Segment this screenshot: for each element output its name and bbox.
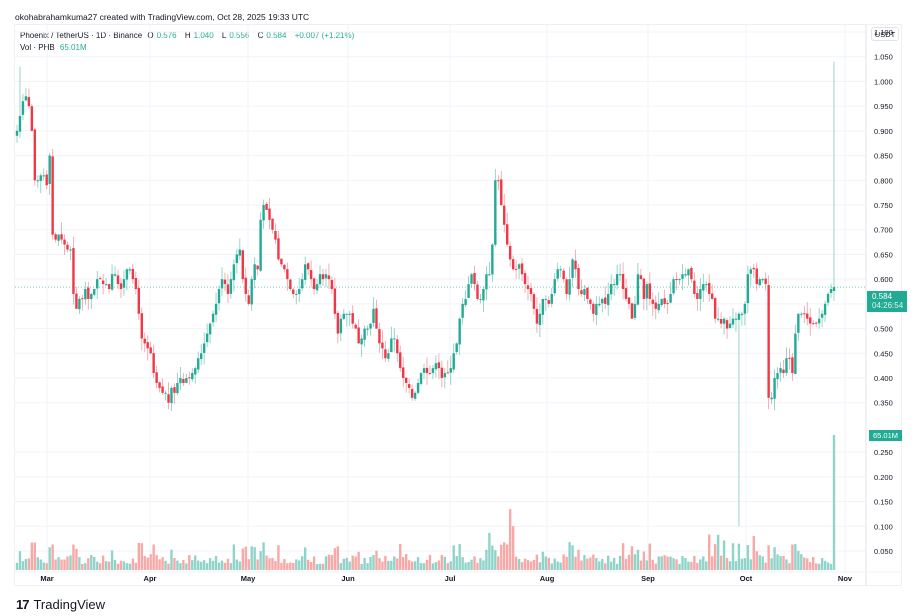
price-tick: 1.050 (874, 53, 893, 62)
price-tick: 0.250 (874, 448, 893, 457)
price-tick: 0.950 (874, 102, 893, 111)
price-tick: 1.100 (874, 28, 893, 37)
price-tick: 0.800 (874, 176, 893, 185)
symbol-label[interactable]: Phoenix / TetherUS · 1D · Binance (20, 31, 143, 40)
price-tick: 0.850 (874, 152, 893, 161)
month-tick: Sep (641, 574, 655, 583)
price-tick: 0.500 (874, 325, 893, 334)
month-tick: Jul (445, 574, 456, 583)
price-tick: 0.400 (874, 374, 893, 383)
volume-value: 65.01M (59, 43, 87, 52)
price-tick: 0.700 (874, 226, 893, 235)
volume-label[interactable]: Vol · PHB (20, 43, 55, 52)
bar-countdown: 04:26:54 (872, 301, 904, 310)
month-tick: Nov (838, 574, 853, 583)
tradingview-logo-icon: 17 (16, 597, 30, 612)
brand-name: TradingView (33, 597, 106, 612)
price-tick: 0.350 (874, 399, 893, 408)
last-price-tag: 0.584 04:26:54 (867, 291, 907, 312)
price-tick: 0.100 (874, 522, 893, 531)
month-tick: Aug (540, 574, 555, 583)
price-tick: 0.150 (874, 498, 893, 507)
volume-tag: 65.01M (869, 430, 902, 441)
chart-credit: okohabrahamkuma27 created with TradingVi… (15, 12, 310, 22)
price-tick: 0.050 (874, 547, 893, 556)
month-tick: May (241, 574, 256, 583)
low-label: L 0.556 (221, 31, 250, 40)
high-label: H 1.040 (184, 31, 214, 40)
currency-unit-button[interactable]: USDT (871, 27, 899, 41)
price-tick: 0.750 (874, 201, 893, 210)
last-price: 0.584 (872, 292, 893, 301)
month-tick: Oct (740, 574, 753, 583)
month-tick: Jun (341, 574, 355, 583)
price-tick: 0.200 (874, 473, 893, 482)
price-tick: 0.900 (874, 127, 893, 136)
price-tick: 0.600 (874, 275, 893, 284)
price-tick: 0.650 (874, 250, 893, 259)
change-value: +0.007 (+1.21%) (294, 31, 355, 40)
volume-row: Vol · PHB 65.01M (20, 42, 357, 54)
price-tick: 1.000 (874, 77, 893, 86)
price-tick: 0.450 (874, 349, 893, 358)
close-label: C 0.584 (257, 31, 287, 40)
tradingview-logo[interactable]: 17 TradingView (16, 597, 105, 612)
month-tick: Mar (40, 574, 53, 583)
month-tick: Apr (144, 574, 157, 583)
